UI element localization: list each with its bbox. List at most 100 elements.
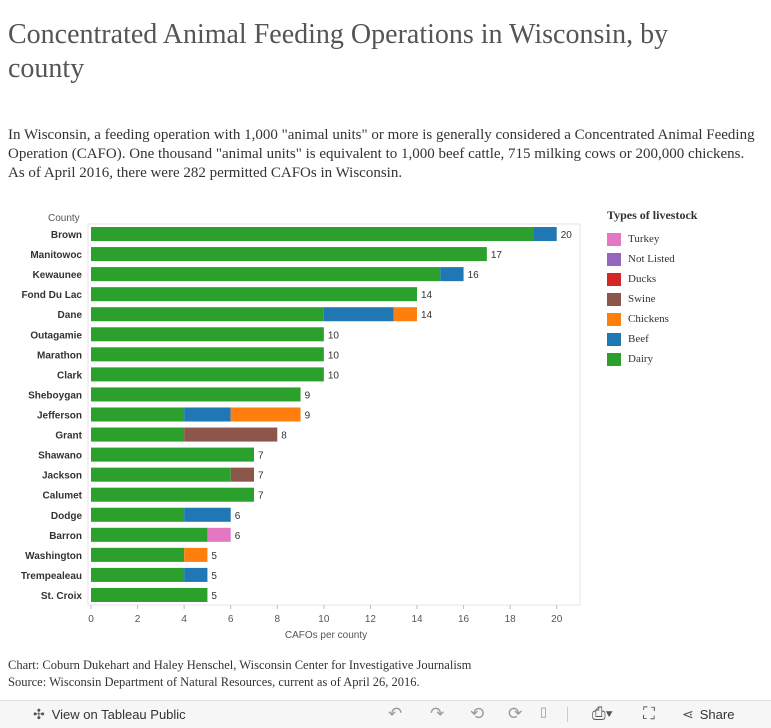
bar-segment-dairy[interactable] [91,227,534,242]
bar-segment-dairy[interactable] [91,427,185,442]
legend-item[interactable]: Chickens [607,309,697,329]
category-label: Jefferson [37,411,82,422]
refresh-icon[interactable]: ⟳ [508,704,523,723]
legend-swatch [607,352,621,366]
bar-segment-dairy[interactable] [91,327,324,342]
bar-segment-turkey[interactable] [207,527,231,542]
redo-icon[interactable]: ↷ [430,704,445,723]
bar-segment-dairy[interactable] [91,387,301,402]
bar-total-label: 7 [258,491,264,502]
legend-swatch [607,232,621,246]
view-on-tableau-button[interactable]: ✣ View on Tableau Public [33,706,186,723]
bar-total-label: 5 [211,551,217,562]
category-label: Marathon [37,350,82,361]
undo-icon[interactable]: ↶ [388,704,403,723]
bar-segment-beef[interactable] [440,267,464,282]
bar-segment-dairy[interactable] [91,567,185,582]
category-label: Brown [51,230,82,241]
bar-segment-chickens[interactable] [230,407,301,422]
plot-frame [87,223,581,606]
legend-item[interactable]: Swine [607,289,697,309]
legend-item[interactable]: Turkey [607,229,697,249]
bar-total-label: 6 [235,511,241,522]
legend-swatch [607,292,621,306]
x-tick-label: 4 [181,614,187,625]
bar-segment-beef[interactable] [323,307,394,322]
bar-segment-dairy[interactable] [91,487,254,502]
x-tick-label: 0 [88,614,94,625]
bar-segment-dairy[interactable] [91,447,254,462]
legend-swatch [607,272,621,286]
bar-segment-dairy[interactable] [91,267,441,282]
bar-total-label: 9 [305,411,311,422]
category-label: Fond Du Lac [21,290,82,301]
chart-credit: Chart: Coburn Dukehart and Haley Hensche… [8,658,472,672]
legend-item[interactable]: Beef [607,329,697,349]
x-axis-title: CAFOs per county [285,630,367,641]
legend-label: Dairy [628,353,654,365]
download-icon[interactable]: ⎙▾ [592,704,613,723]
bar-total-label: 10 [328,370,340,381]
bar-segment-dairy[interactable] [91,507,185,522]
bar-total-label: 14 [421,290,433,301]
bar-segment-chickens[interactable] [393,307,417,322]
bar-total-label: 5 [211,571,217,582]
category-label: Sheboygan [28,390,82,401]
category-label: Calumet [43,491,83,502]
category-label: St. Croix [41,591,83,602]
share-icon: ⋖ [682,706,694,722]
bar-segment-beef[interactable] [184,507,231,522]
bar-segment-swine[interactable] [230,467,254,482]
legend-label: Not Listed [628,253,675,265]
bar-total-label: 10 [328,330,340,341]
bar-total-label: 8 [281,431,287,442]
bar-segment-dairy[interactable] [91,247,487,262]
x-tick-label: 10 [318,614,330,625]
bar-total-label: 16 [468,270,480,281]
bar-segment-swine[interactable] [184,427,278,442]
intro-text: In Wisconsin, a feeding operation with 1… [8,127,755,181]
category-label: Manitowoc [30,250,82,261]
bar-segment-dairy[interactable] [91,527,208,542]
source-credit: Source: Wisconsin Department of Natural … [8,675,420,689]
legend-label: Chickens [628,313,669,325]
legend-item[interactable]: Not Listed [607,249,697,269]
bar-total-label: 7 [258,471,264,482]
legend-swatch [607,252,621,266]
legend: Types of livestock Turkey Not Listed Ducks… [607,208,697,369]
bar-total-label: 5 [211,591,217,602]
bar-segment-dairy[interactable] [91,467,231,482]
tableau-toolbar: ✣ View on Tableau Public ↶ ↷ ⟲ ⟳ ▯ ⎙▾ ⛶ … [0,700,771,728]
view-on-tableau-label: View on Tableau Public [51,707,186,722]
category-label: Shawano [38,451,82,462]
category-label: Outagamie [30,330,82,341]
legend-item[interactable]: Dairy [607,349,697,369]
legend-label: Ducks [628,273,657,285]
bar-total-label: 17 [491,250,503,261]
bar-segment-dairy[interactable] [91,347,324,362]
bar-segment-dairy[interactable] [91,367,324,382]
bar-total-label: 6 [235,531,241,542]
bar-segment-dairy[interactable] [91,307,324,322]
category-label: Clark [57,370,82,381]
bar-segment-dairy[interactable] [91,547,185,562]
bar-segment-beef[interactable] [533,227,557,242]
pause-icon[interactable]: ▯ [540,704,548,719]
bar-segment-chickens[interactable] [184,547,208,562]
bar-total-label: 20 [561,230,573,241]
bar-segment-dairy[interactable] [91,287,417,302]
category-label: Grant [55,431,82,442]
x-tick-label: 8 [275,614,281,625]
revert-icon[interactable]: ⟲ [470,704,485,723]
fullscreen-icon[interactable]: ⛶ [643,704,655,723]
bar-segment-dairy[interactable] [91,407,185,422]
category-label: Trempealeau [21,571,82,582]
bar-total-label: 10 [328,350,340,361]
legend-item[interactable]: Ducks [607,269,697,289]
bar-segment-beef[interactable] [184,407,231,422]
legend-swatch [607,312,621,326]
share-button[interactable]: ⋖ Share [682,706,734,723]
bar-segment-beef[interactable] [184,567,208,582]
x-tick-label: 16 [458,614,470,625]
bar-segment-dairy[interactable] [91,587,208,602]
